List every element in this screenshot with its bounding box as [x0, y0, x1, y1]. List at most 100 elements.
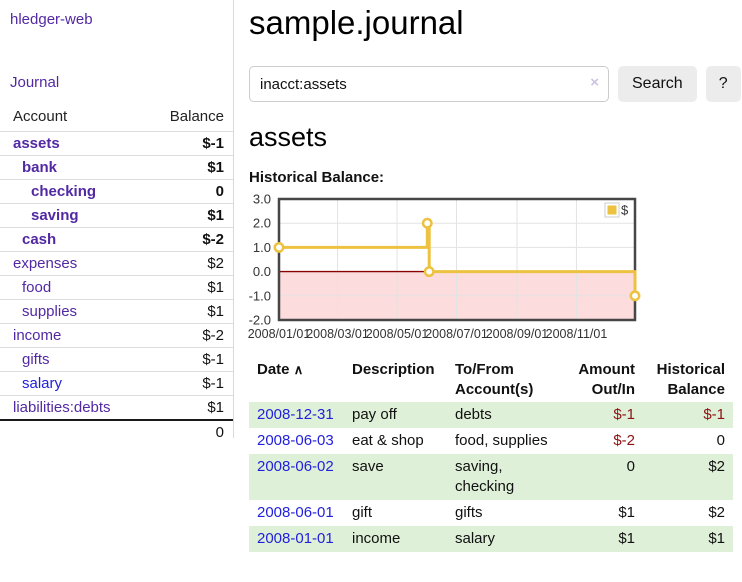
account-balance: $1: [142, 155, 233, 180]
transaction-row: 2008-06-01 gift gifts $1 $2: [249, 500, 733, 526]
transaction-balance: $2: [708, 458, 725, 475]
help-button[interactable]: ?: [705, 66, 741, 102]
amount-column-header: Amount Out/In: [578, 361, 635, 398]
transaction-date-cell: 2008-12-31: [249, 402, 344, 428]
account-balance: $1: [142, 395, 233, 421]
account-row: liabilities:debts $1: [0, 395, 233, 421]
account-balance: $1: [142, 275, 233, 300]
account-balance: $-1: [142, 371, 233, 396]
x-tick-label: 2008/11/01: [546, 327, 608, 341]
clear-search-icon[interactable]: ×: [590, 74, 599, 91]
account-link-expenses[interactable]: expenses: [13, 255, 78, 272]
account-cell: checking: [0, 179, 143, 204]
transaction-row: 2008-01-01 income salary $1 $1: [249, 526, 733, 552]
account-link-cash[interactable]: cash: [22, 231, 57, 248]
sidebar-item-journal[interactable]: Journal: [10, 74, 60, 91]
transaction-balance: $2: [708, 504, 725, 521]
transaction-amount: $-2: [613, 432, 635, 449]
data-point-marker: [421, 217, 433, 229]
account-balance: $1: [142, 299, 233, 324]
sidebar: hledger-web Journal Account Balance asse…: [0, 0, 234, 441]
x-tick-label: 2008/09/01: [486, 327, 549, 341]
account-cell: salary: [0, 371, 143, 396]
x-tick-label: 2008/03/01: [306, 327, 369, 341]
transaction-accounts: gifts: [455, 504, 483, 521]
search-input[interactable]: [249, 66, 609, 102]
transaction-date-link[interactable]: 2008-01-01: [257, 530, 334, 547]
account-balance: $-1: [142, 131, 233, 156]
transaction-description: gift: [352, 504, 373, 521]
account-cell: expenses: [0, 251, 143, 276]
date-column-header: Date ∧: [249, 358, 344, 402]
transaction-description: pay off: [352, 406, 397, 423]
account-row: checking 0: [0, 179, 233, 204]
transaction-balance: 0: [716, 432, 725, 449]
sort-asc-icon: ∧: [293, 362, 304, 377]
account-row: gifts $-1: [0, 347, 233, 372]
transaction-date-cell: 2008-06-01: [249, 500, 344, 526]
transaction-date-link[interactable]: 2008-06-01: [257, 504, 334, 521]
balance-column-header: Balance: [142, 105, 233, 132]
account-row: salary $-1: [0, 371, 233, 396]
account-balance: $-1: [142, 347, 233, 372]
account-row: income $-2: [0, 323, 233, 348]
legend-swatch: [607, 205, 617, 215]
search-form: × Search ?: [249, 66, 741, 102]
transaction-accounts: salary: [455, 530, 496, 547]
account-link-salary[interactable]: salary: [22, 375, 63, 392]
account-row: saving $1: [0, 203, 233, 228]
account-row: bank $1: [0, 155, 233, 180]
account-link-assets[interactable]: assets: [13, 135, 60, 152]
account-link-income[interactable]: income: [13, 327, 62, 344]
total-balance: 0: [215, 424, 224, 441]
account-link-checking[interactable]: checking: [31, 183, 97, 200]
account-row: supplies $1: [0, 299, 233, 324]
transaction-date-cell: 2008-06-03: [249, 428, 344, 454]
transaction-row: 2008-12-31 pay off debts $-1 $-1: [249, 402, 733, 428]
transaction-accounts: food, supplies: [455, 432, 548, 449]
data-point-marker: [423, 266, 435, 278]
transaction-date-link[interactable]: 2008-06-03: [257, 432, 334, 449]
transaction-date-link[interactable]: 2008-12-31: [257, 406, 334, 423]
account-link-food[interactable]: food: [22, 279, 52, 296]
x-tick-label: 2008/05/01: [366, 327, 429, 341]
account-balance: $-2: [142, 227, 233, 252]
account-column-header: Account: [0, 105, 143, 132]
account-balance-table: Account Balance assets $-1 bank $1 checking 0…: [0, 105, 233, 444]
account-cell: liabilities:debts: [0, 395, 143, 421]
accounts-column-header: To/From Account(s): [455, 361, 534, 398]
chart-canvas: 3.0 2.0 1.0 0.0 -1.0 -2.02008/01/012008/03/01…: [248, 192, 641, 341]
account-link-saving[interactable]: saving: [31, 207, 79, 224]
balance-column-header-main: Historical Balance: [656, 361, 725, 398]
account-link-bank[interactable]: bank: [22, 159, 58, 176]
total-spacer: [0, 420, 142, 444]
account-cell: gifts: [0, 347, 143, 372]
chart-title: Historical Balance:: [249, 169, 385, 186]
transaction-description: eat & shop: [352, 432, 424, 449]
transaction-accounts: debts: [455, 406, 492, 423]
y-tick-label: 1.0: [253, 240, 271, 255]
y-tick-label: -2.0: [249, 313, 271, 328]
transaction-amount: 0: [626, 458, 635, 475]
main-content: sample.journal × Search ? assets Histori…: [234, 0, 742, 552]
account-cell: cash: [0, 227, 143, 252]
data-point-marker: [273, 241, 285, 253]
account-row: cash $-2: [0, 227, 233, 252]
transaction-amount: $1: [618, 504, 635, 521]
account-link-supplies[interactable]: supplies: [22, 303, 78, 320]
account-cell: saving: [0, 203, 143, 228]
transaction-amount: $1: [618, 530, 635, 547]
search-button[interactable]: Search: [618, 66, 697, 102]
account-link-liabilities-debts[interactable]: liabilities:debts: [13, 399, 111, 416]
transaction-amount: $-1: [613, 406, 635, 423]
transaction-description: income: [352, 530, 401, 547]
transaction-row: 2008-06-03 eat & shop food, supplies $-2 0: [249, 428, 733, 454]
y-tick-label: 0.0: [253, 264, 271, 279]
brand-link[interactable]: hledger-web: [10, 11, 93, 28]
account-link-gifts[interactable]: gifts: [22, 351, 50, 368]
search-input-wrap: ×: [249, 66, 609, 102]
x-tick-label: 2008/07/01: [425, 327, 488, 341]
legend-label: $: [621, 203, 629, 218]
plot-border: [277, 197, 637, 322]
transaction-date-link[interactable]: 2008-06-02: [257, 458, 334, 475]
